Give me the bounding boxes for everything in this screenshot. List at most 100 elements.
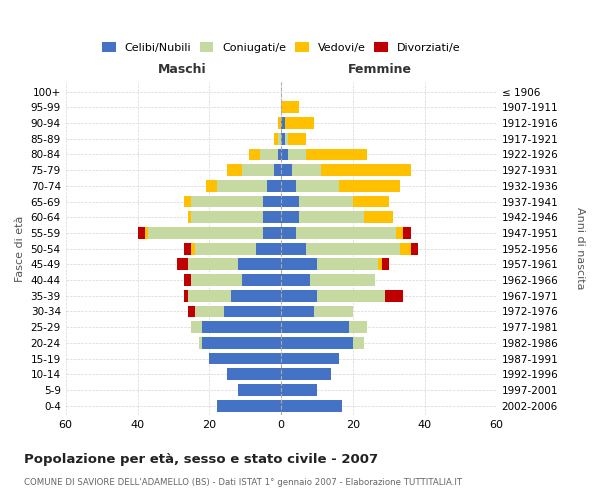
Bar xyxy=(191,243,195,254)
Bar xyxy=(410,243,418,254)
Bar xyxy=(281,212,299,223)
Bar xyxy=(202,322,281,333)
Bar xyxy=(296,180,338,192)
Bar xyxy=(191,322,202,333)
Bar xyxy=(281,306,314,318)
Bar xyxy=(238,384,281,396)
Bar xyxy=(289,148,307,160)
Bar xyxy=(227,164,242,176)
Bar xyxy=(281,102,299,113)
Bar xyxy=(349,322,367,333)
Bar xyxy=(353,196,389,207)
Bar xyxy=(242,164,274,176)
Bar xyxy=(281,274,310,286)
Bar xyxy=(307,148,367,160)
Bar xyxy=(281,400,342,411)
Text: Maschi: Maschi xyxy=(158,62,206,76)
Bar xyxy=(256,243,281,254)
Bar xyxy=(314,306,353,318)
Bar xyxy=(274,164,281,176)
Bar xyxy=(195,243,256,254)
Bar xyxy=(274,133,278,144)
Bar xyxy=(188,290,231,302)
Bar xyxy=(184,290,188,302)
Text: Popolazione per età, sesso e stato civile - 2007: Popolazione per età, sesso e stato civil… xyxy=(24,452,378,466)
Bar xyxy=(267,180,281,192)
Bar xyxy=(378,258,382,270)
Text: COMUNE DI SAVIORE DELL'ADAMELLO (BS) - Dati ISTAT 1° gennaio 2007 - Elaborazione: COMUNE DI SAVIORE DELL'ADAMELLO (BS) - D… xyxy=(24,478,462,487)
Bar xyxy=(209,352,281,364)
Bar xyxy=(224,306,281,318)
Bar xyxy=(281,384,317,396)
Y-axis label: Fasce di età: Fasce di età xyxy=(15,216,25,282)
Legend: Celibi/Nubili, Coniugati/e, Vedovi/e, Divorziati/e: Celibi/Nubili, Coniugati/e, Vedovi/e, Di… xyxy=(98,38,464,58)
Bar xyxy=(260,148,278,160)
Bar xyxy=(177,258,188,270)
Bar xyxy=(202,337,281,349)
Y-axis label: Anni di nascita: Anni di nascita xyxy=(575,208,585,290)
Bar xyxy=(281,258,317,270)
Bar xyxy=(403,227,410,239)
Bar xyxy=(281,322,349,333)
Bar xyxy=(278,133,281,144)
Bar xyxy=(242,274,281,286)
Bar xyxy=(263,212,281,223)
Bar xyxy=(281,164,292,176)
Text: Femmine: Femmine xyxy=(349,62,412,76)
Bar xyxy=(249,148,260,160)
Bar xyxy=(191,212,263,223)
Bar xyxy=(289,133,307,144)
Bar xyxy=(382,258,389,270)
Bar xyxy=(184,274,191,286)
Bar xyxy=(188,258,238,270)
Bar xyxy=(400,243,410,254)
Bar xyxy=(281,180,296,192)
Bar xyxy=(338,180,400,192)
Bar xyxy=(299,212,364,223)
Bar xyxy=(227,368,281,380)
Bar xyxy=(191,274,242,286)
Bar xyxy=(148,227,263,239)
Bar xyxy=(184,196,191,207)
Bar xyxy=(238,258,281,270)
Bar xyxy=(188,212,191,223)
Bar xyxy=(281,368,331,380)
Bar xyxy=(184,243,191,254)
Bar xyxy=(278,117,281,129)
Bar xyxy=(307,243,400,254)
Bar xyxy=(281,243,307,254)
Bar xyxy=(278,148,281,160)
Bar xyxy=(310,274,374,286)
Bar xyxy=(299,196,353,207)
Bar xyxy=(217,400,281,411)
Bar xyxy=(317,258,378,270)
Bar xyxy=(281,196,299,207)
Bar xyxy=(199,337,202,349)
Bar xyxy=(217,180,267,192)
Bar xyxy=(263,227,281,239)
Bar xyxy=(321,164,410,176)
Bar xyxy=(206,180,217,192)
Bar xyxy=(296,227,396,239)
Bar xyxy=(285,117,314,129)
Bar xyxy=(281,133,285,144)
Bar xyxy=(281,290,317,302)
Bar xyxy=(281,352,338,364)
Bar xyxy=(191,196,263,207)
Bar xyxy=(188,306,195,318)
Bar xyxy=(396,227,403,239)
Bar xyxy=(231,290,281,302)
Bar xyxy=(364,212,392,223)
Bar xyxy=(292,164,321,176)
Bar xyxy=(263,196,281,207)
Bar xyxy=(281,227,296,239)
Bar xyxy=(281,148,289,160)
Bar xyxy=(195,306,224,318)
Bar xyxy=(285,133,289,144)
Bar xyxy=(317,290,385,302)
Bar xyxy=(385,290,403,302)
Bar xyxy=(281,337,353,349)
Bar xyxy=(137,227,145,239)
Bar xyxy=(281,117,285,129)
Bar xyxy=(353,337,364,349)
